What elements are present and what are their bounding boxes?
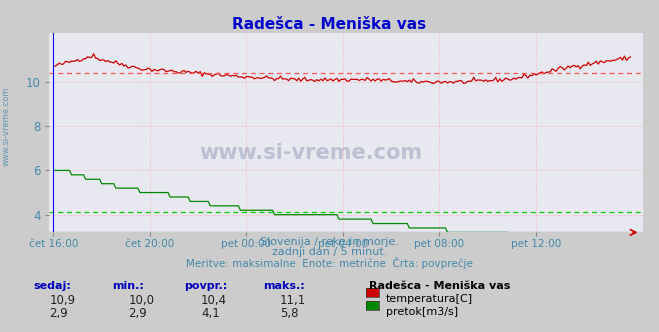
- Text: Radešca - Meniška vas: Radešca - Meniška vas: [233, 17, 426, 32]
- Text: 11,1: 11,1: [280, 294, 306, 307]
- Text: 4,1: 4,1: [201, 307, 219, 320]
- Text: Meritve: maksimalne  Enote: metrične  Črta: povprečje: Meritve: maksimalne Enote: metrične Črta…: [186, 257, 473, 269]
- Text: 10,4: 10,4: [201, 294, 227, 307]
- Text: zadnji dan / 5 minut.: zadnji dan / 5 minut.: [272, 247, 387, 257]
- Text: min.:: min.:: [112, 281, 144, 290]
- Text: pretok[m3/s]: pretok[m3/s]: [386, 307, 457, 317]
- Text: www.si-vreme.com: www.si-vreme.com: [199, 143, 422, 163]
- Text: povpr.:: povpr.:: [185, 281, 228, 290]
- Text: Radešca - Meniška vas: Radešca - Meniška vas: [369, 281, 511, 290]
- Text: 5,8: 5,8: [280, 307, 299, 320]
- Text: 2,9: 2,9: [49, 307, 68, 320]
- Text: 2,9: 2,9: [129, 307, 147, 320]
- Text: Slovenija / reke in morje.: Slovenija / reke in morje.: [260, 237, 399, 247]
- Text: 10,0: 10,0: [129, 294, 154, 307]
- Text: www.si-vreme.com: www.si-vreme.com: [2, 86, 11, 166]
- Text: temperatura[C]: temperatura[C]: [386, 294, 473, 304]
- Text: sedaj:: sedaj:: [33, 281, 71, 290]
- Text: maks.:: maks.:: [264, 281, 305, 290]
- Text: 10,9: 10,9: [49, 294, 76, 307]
